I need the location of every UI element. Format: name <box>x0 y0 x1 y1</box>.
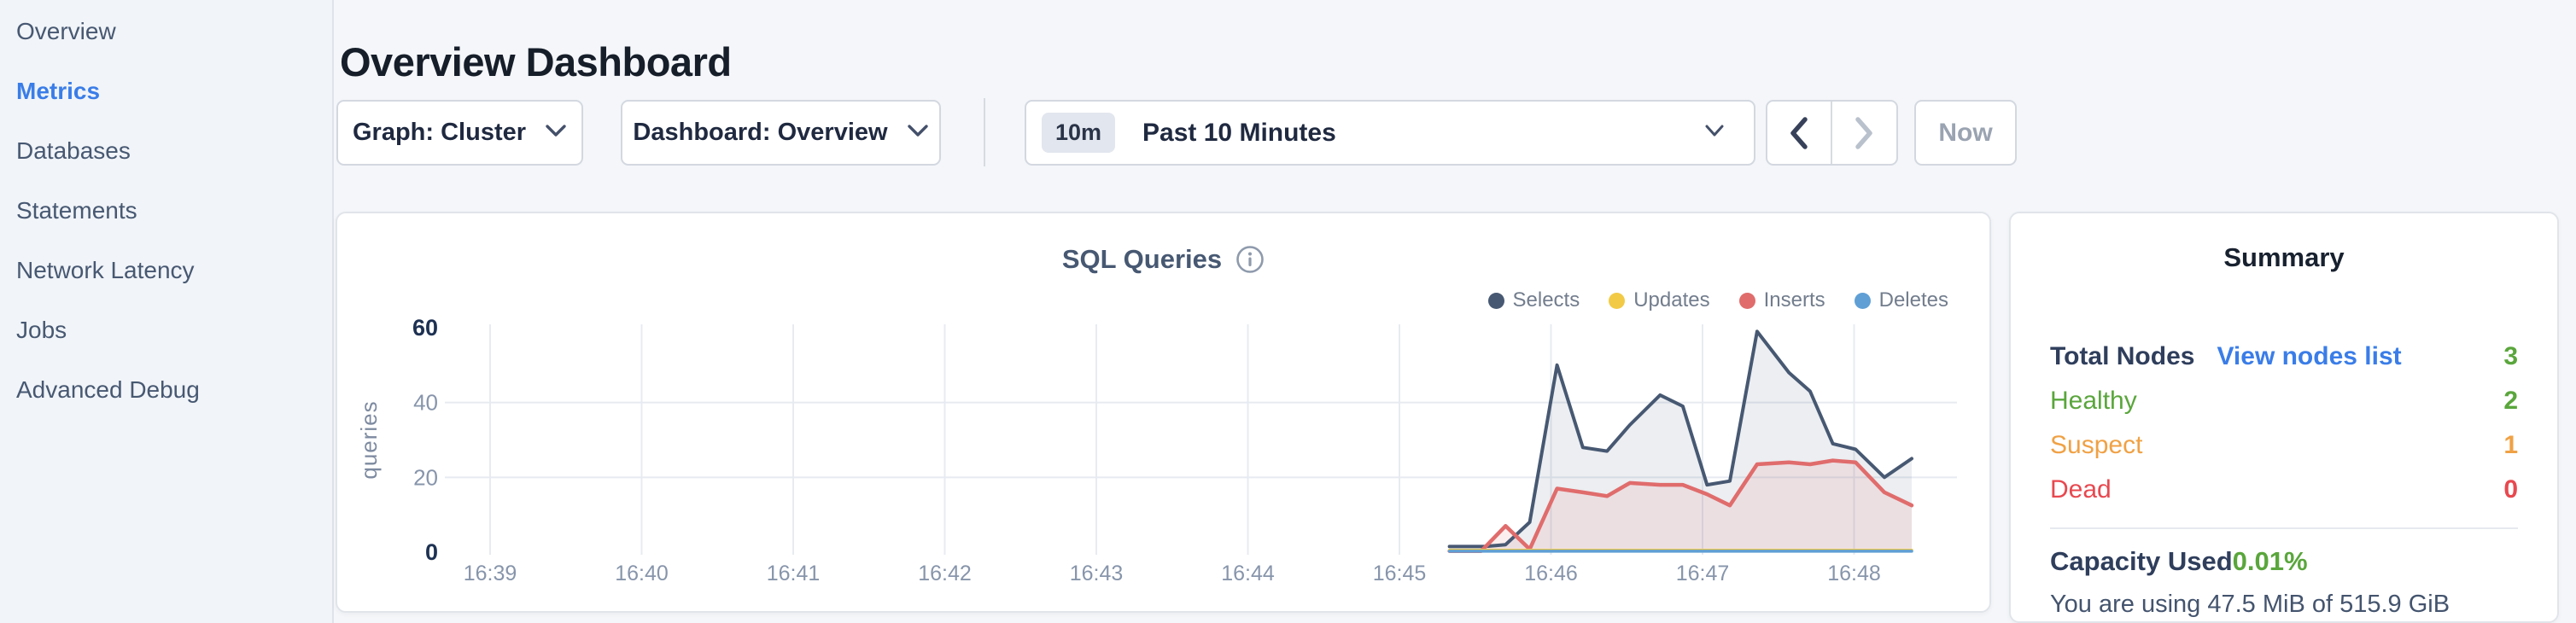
healthy-nodes-row: Healthy 2 <box>2050 379 2518 423</box>
x-tick-label: 16:48 <box>1827 562 1881 585</box>
healthy-label: Healthy <box>2050 387 2137 415</box>
legend-item-selects: Selects <box>1487 288 1580 312</box>
view-nodes-list-link[interactable]: View nodes list <box>2217 342 2402 370</box>
sidebar-item-databases[interactable]: Databases <box>16 137 131 164</box>
sql-queries-plot: 16:39 16:40 16:41 16:42 16:43 16:44 16:45 16:46… <box>356 315 1957 585</box>
x-tick-label: 16:43 <box>1070 562 1124 585</box>
now-button[interactable]: Now <box>1914 100 2017 166</box>
series-area-inserts <box>1449 460 1912 552</box>
chevron-left-icon <box>1790 116 1808 149</box>
time-forward-button[interactable] <box>1832 102 1897 164</box>
healthy-value: 2 <box>2503 387 2518 415</box>
sidebar-item-advanced-debug[interactable]: Advanced Debug <box>16 376 200 403</box>
dead-value: 0 <box>2503 475 2518 504</box>
x-tick-label: 16:45 <box>1373 562 1427 585</box>
sidebar: Overview Metrics Databases Statements Ne… <box>0 0 334 623</box>
chart-title: SQL Queries <box>1061 244 1223 274</box>
sidebar-item-network-latency[interactable]: Network Latency <box>16 257 195 283</box>
x-tick-label: 16:42 <box>918 562 972 585</box>
chevron-down-icon <box>907 123 929 143</box>
dead-nodes-row: Dead 0 <box>2050 468 2518 512</box>
y-tick-label: 40 <box>413 390 438 416</box>
series-line-selects <box>1447 329 1913 549</box>
summary-title: Summary <box>2223 242 2345 272</box>
sidebar-item-jobs[interactable]: Jobs <box>16 317 67 343</box>
x-tick-label: 16:47 <box>1676 562 1730 585</box>
page-title: Overview Dashboard <box>340 39 732 85</box>
x-tick-label: 16:40 <box>615 562 669 585</box>
suspect-nodes-row: Suspect 1 <box>2050 423 2518 468</box>
sql-queries-chart-card: SQL Queries Selects Updates Inserts Deletes… <box>336 212 1991 613</box>
time-range-badge: 10m <box>1042 113 1116 153</box>
sidebar-item-statements[interactable]: Statements <box>16 197 137 224</box>
series-area-selects <box>1449 331 1912 552</box>
dashboard-label: Dashboard: Overview <box>633 119 888 146</box>
time-back-button[interactable] <box>1767 102 1832 164</box>
controls-divider <box>984 98 985 166</box>
x-tick-label: 16:44 <box>1221 562 1275 585</box>
capacity-value: 0.01% <box>2232 546 2308 576</box>
chevron-down-icon <box>1704 124 1725 142</box>
suspect-value: 1 <box>2503 431 2518 459</box>
dashboard-dropdown[interactable]: Dashboard: Overview <box>621 100 941 166</box>
graph-scope-label: Graph: Cluster <box>352 119 527 146</box>
chart-legend: Selects Updates Inserts Deletes <box>1487 288 1948 312</box>
summary-panel: Summary Total Nodes View nodes list 3 He… <box>2009 212 2559 623</box>
summary-divider <box>2050 527 2518 529</box>
capacity-label: Capacity Used <box>2050 546 2233 576</box>
y-axis-label: queries <box>356 400 382 479</box>
dead-label: Dead <box>2050 475 2112 504</box>
suspect-label: Suspect <box>2050 431 2143 459</box>
legend-label: Selects <box>1512 288 1580 312</box>
legend-label: Deletes <box>1878 288 1948 312</box>
legend-item-deletes: Deletes <box>1854 288 1948 312</box>
y-tick-label: 20 <box>413 464 438 490</box>
capacity-description: You are using 47.5 MiB of 515.9 GiB usab… <box>2050 591 2450 618</box>
total-nodes-row: Total Nodes View nodes list 3 <box>2050 335 2518 379</box>
info-icon[interactable] <box>1235 245 1265 274</box>
graph-scope-dropdown[interactable]: Graph: Cluster <box>336 100 583 166</box>
total-nodes-label: Total Nodes <box>2050 342 2195 370</box>
x-tick-label: 16:46 <box>1524 562 1578 585</box>
legend-dot-inserts <box>1738 292 1755 309</box>
time-range-dropdown[interactable]: 10m Past 10 Minutes <box>1025 100 1755 166</box>
legend-item-updates: Updates <box>1609 288 1710 312</box>
time-step-buttons <box>1766 100 1898 166</box>
legend-item-inserts: Inserts <box>1738 288 1825 312</box>
capacity-row: Capacity Used 0.01% <box>2050 546 2518 577</box>
legend-dot-selects <box>1487 292 1504 309</box>
time-range-label: Past 10 Minutes <box>1142 118 1336 147</box>
sidebar-item-overview[interactable]: Overview <box>16 18 116 44</box>
now-button-label: Now <box>1938 118 1993 147</box>
legend-dot-deletes <box>1854 292 1871 309</box>
y-tick-label: 60 <box>412 315 438 341</box>
x-tick-label: 16:41 <box>767 562 821 585</box>
chevron-right-icon <box>1855 116 1872 149</box>
legend-label: Inserts <box>1763 288 1825 312</box>
y-tick-label: 0 <box>425 539 438 565</box>
chevron-down-icon <box>545 123 567 143</box>
total-nodes-value: 3 <box>2503 342 2518 370</box>
legend-label: Updates <box>1633 288 1710 312</box>
x-tick-label: 16:39 <box>464 562 517 585</box>
legend-dot-updates <box>1609 292 1626 309</box>
sidebar-item-metrics[interactable]: Metrics <box>16 78 101 104</box>
